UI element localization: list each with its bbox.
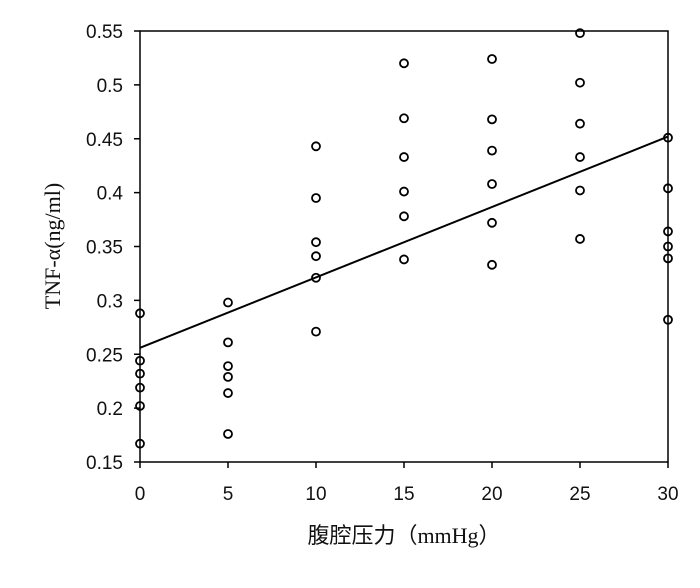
data-point	[399, 254, 409, 265]
data-point	[663, 253, 673, 264]
y-tick-label: 0.3	[97, 291, 123, 312]
data-point	[487, 217, 497, 228]
y-axis-tick-labels: 0.15 0.2 0.25 0.3 0.35 0.4 0.45 0.5 0.55	[86, 22, 123, 474]
data-point	[135, 308, 145, 319]
data-point	[663, 241, 673, 252]
data-point	[223, 337, 233, 348]
data-point	[487, 114, 497, 125]
x-axis-tick-labels: 0 5 10 15 20 25 30	[135, 484, 679, 505]
data-point	[487, 145, 497, 156]
data-point	[663, 226, 673, 237]
data-point	[135, 438, 145, 449]
data-point	[223, 388, 233, 398]
x-tick-label: 15	[393, 484, 414, 505]
data-point	[135, 382, 145, 393]
data-point	[487, 179, 497, 189]
x-tick-label: 30	[657, 484, 678, 505]
data-point	[135, 368, 145, 379]
data-point	[663, 314, 673, 325]
data-point	[399, 211, 409, 222]
data-point	[575, 28, 585, 39]
data-point	[487, 54, 497, 64]
x-tick-label: 0	[135, 484, 146, 505]
data-point	[311, 326, 321, 337]
trend-line	[139, 135, 669, 349]
data-point	[399, 113, 409, 124]
axis-ticks	[134, 30, 669, 468]
data-point	[223, 297, 233, 308]
y-tick-label: 0.45	[86, 130, 123, 151]
data-point	[311, 193, 321, 203]
data-point	[663, 183, 673, 194]
y-axis-title: TNF-α(ng/ml)	[40, 183, 65, 309]
data-point	[575, 118, 585, 129]
plot-area-frame	[139, 30, 669, 463]
data-point	[311, 272, 321, 283]
data-point	[575, 185, 585, 196]
x-axis-title: 腹腔压力（mmHg）	[307, 523, 500, 548]
x-tick-label: 10	[305, 484, 326, 505]
y-tick-label: 0.2	[97, 399, 123, 420]
data-point	[575, 152, 585, 162]
y-tick-label: 0.15	[86, 453, 123, 474]
data-point	[135, 401, 145, 411]
data-point	[135, 355, 145, 366]
data-point	[223, 371, 233, 382]
data-point	[575, 77, 585, 88]
data-point	[311, 141, 321, 152]
data-point	[399, 152, 409, 162]
x-tick-label: 20	[481, 484, 502, 505]
data-points	[135, 28, 673, 449]
y-tick-label: 0.55	[86, 22, 123, 43]
y-tick-label: 0.5	[97, 76, 123, 97]
data-point	[399, 58, 409, 69]
x-tick-label: 5	[223, 484, 234, 505]
data-point	[487, 259, 497, 270]
x-tick-label: 25	[569, 484, 590, 505]
data-point	[223, 429, 233, 439]
y-tick-label: 0.4	[97, 184, 124, 205]
y-tick-label: 0.35	[86, 238, 123, 259]
data-point	[223, 361, 233, 372]
data-point	[311, 237, 321, 248]
data-point	[575, 234, 585, 244]
y-tick-label: 0.25	[86, 345, 123, 366]
data-point	[399, 186, 409, 197]
data-point	[311, 251, 321, 262]
